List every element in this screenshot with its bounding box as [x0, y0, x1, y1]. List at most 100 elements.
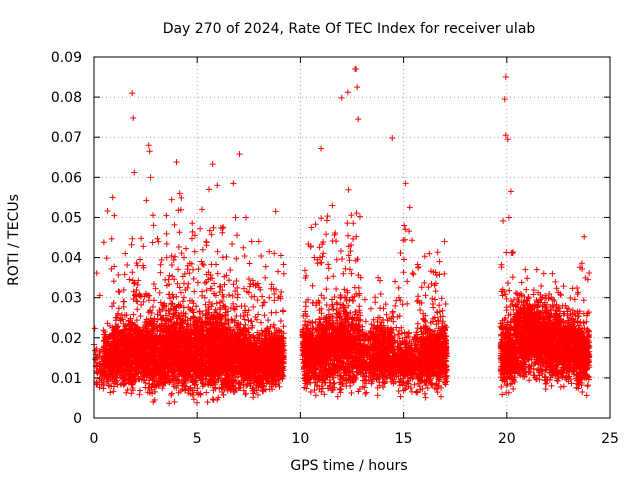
data-point	[128, 374, 135, 381]
data-points	[91, 66, 593, 407]
data-point	[140, 243, 147, 250]
data-point	[129, 277, 136, 284]
data-point	[131, 292, 138, 299]
data-point	[92, 356, 99, 363]
data-point	[117, 348, 124, 355]
data-point	[118, 311, 125, 318]
data-point	[118, 369, 125, 376]
data-point	[133, 286, 140, 293]
data-point	[103, 345, 110, 352]
data-point	[111, 326, 118, 333]
data-point	[128, 390, 135, 397]
data-point	[121, 354, 128, 361]
data-point	[114, 351, 121, 358]
data-point	[94, 359, 101, 366]
data-point	[123, 389, 130, 396]
data-point	[105, 338, 112, 345]
data-point	[112, 375, 119, 382]
data-point	[93, 345, 100, 352]
data-point	[109, 194, 116, 201]
data-point	[120, 298, 127, 305]
data-point	[115, 361, 122, 368]
data-point	[113, 330, 120, 337]
data-point	[131, 339, 138, 346]
data-point	[118, 347, 125, 354]
data-point	[120, 286, 127, 293]
data-point	[125, 317, 132, 324]
data-point	[107, 389, 114, 396]
data-point	[124, 262, 131, 269]
data-point	[113, 369, 120, 376]
data-point	[118, 355, 125, 362]
data-point	[104, 207, 111, 214]
data-point	[130, 311, 137, 318]
data-point	[129, 325, 136, 332]
data-point	[111, 212, 118, 219]
data-point	[111, 373, 118, 380]
data-point	[122, 323, 129, 330]
data-point	[120, 381, 127, 388]
data-point	[93, 270, 100, 277]
data-point	[132, 323, 139, 330]
data-point	[137, 313, 144, 320]
data-point	[133, 335, 140, 342]
data-point	[138, 301, 145, 308]
data-point	[107, 357, 114, 364]
data-point	[155, 238, 162, 245]
data-point	[129, 235, 136, 242]
data-point	[106, 382, 113, 389]
data-point	[133, 317, 140, 324]
data-point	[128, 360, 135, 367]
data-point	[124, 345, 131, 352]
data-point	[124, 358, 131, 365]
data-point	[112, 352, 119, 359]
data-point	[133, 259, 140, 266]
data-point	[105, 362, 112, 369]
data-point	[134, 330, 141, 337]
data-point	[140, 262, 147, 269]
data-point	[134, 281, 141, 288]
data-point	[103, 373, 110, 380]
data-point	[137, 328, 144, 335]
data-point	[134, 262, 141, 269]
data-point	[121, 380, 128, 387]
data-point	[129, 385, 136, 391]
data-point	[133, 326, 140, 333]
data-point	[120, 303, 127, 310]
data-point	[131, 375, 138, 382]
data-point	[111, 383, 118, 390]
data-point	[150, 222, 157, 229]
data-point	[101, 328, 108, 335]
data-point	[100, 369, 107, 376]
data-point	[117, 316, 124, 323]
data-point	[114, 360, 121, 367]
data-point	[102, 351, 109, 358]
data-point	[101, 348, 108, 355]
data-point	[124, 329, 131, 336]
data-point	[103, 335, 110, 342]
data-point	[123, 334, 130, 341]
data-point	[129, 269, 136, 276]
data-point	[122, 322, 129, 329]
data-point	[140, 298, 147, 305]
data-point	[121, 271, 128, 278]
data-point	[137, 387, 144, 394]
data-point	[136, 345, 143, 352]
data-point	[104, 320, 111, 327]
data-point	[133, 368, 140, 375]
data-point	[134, 298, 141, 305]
data-point	[115, 305, 122, 312]
data-point	[123, 346, 130, 353]
data-point	[129, 379, 136, 386]
data-point	[110, 388, 117, 395]
data-point	[137, 256, 144, 263]
data-point	[131, 280, 138, 287]
data-point	[138, 376, 145, 383]
data-point	[101, 363, 108, 370]
data-point	[115, 323, 122, 330]
data-point	[129, 348, 136, 355]
data-point	[138, 235, 145, 242]
data-point	[123, 377, 130, 384]
